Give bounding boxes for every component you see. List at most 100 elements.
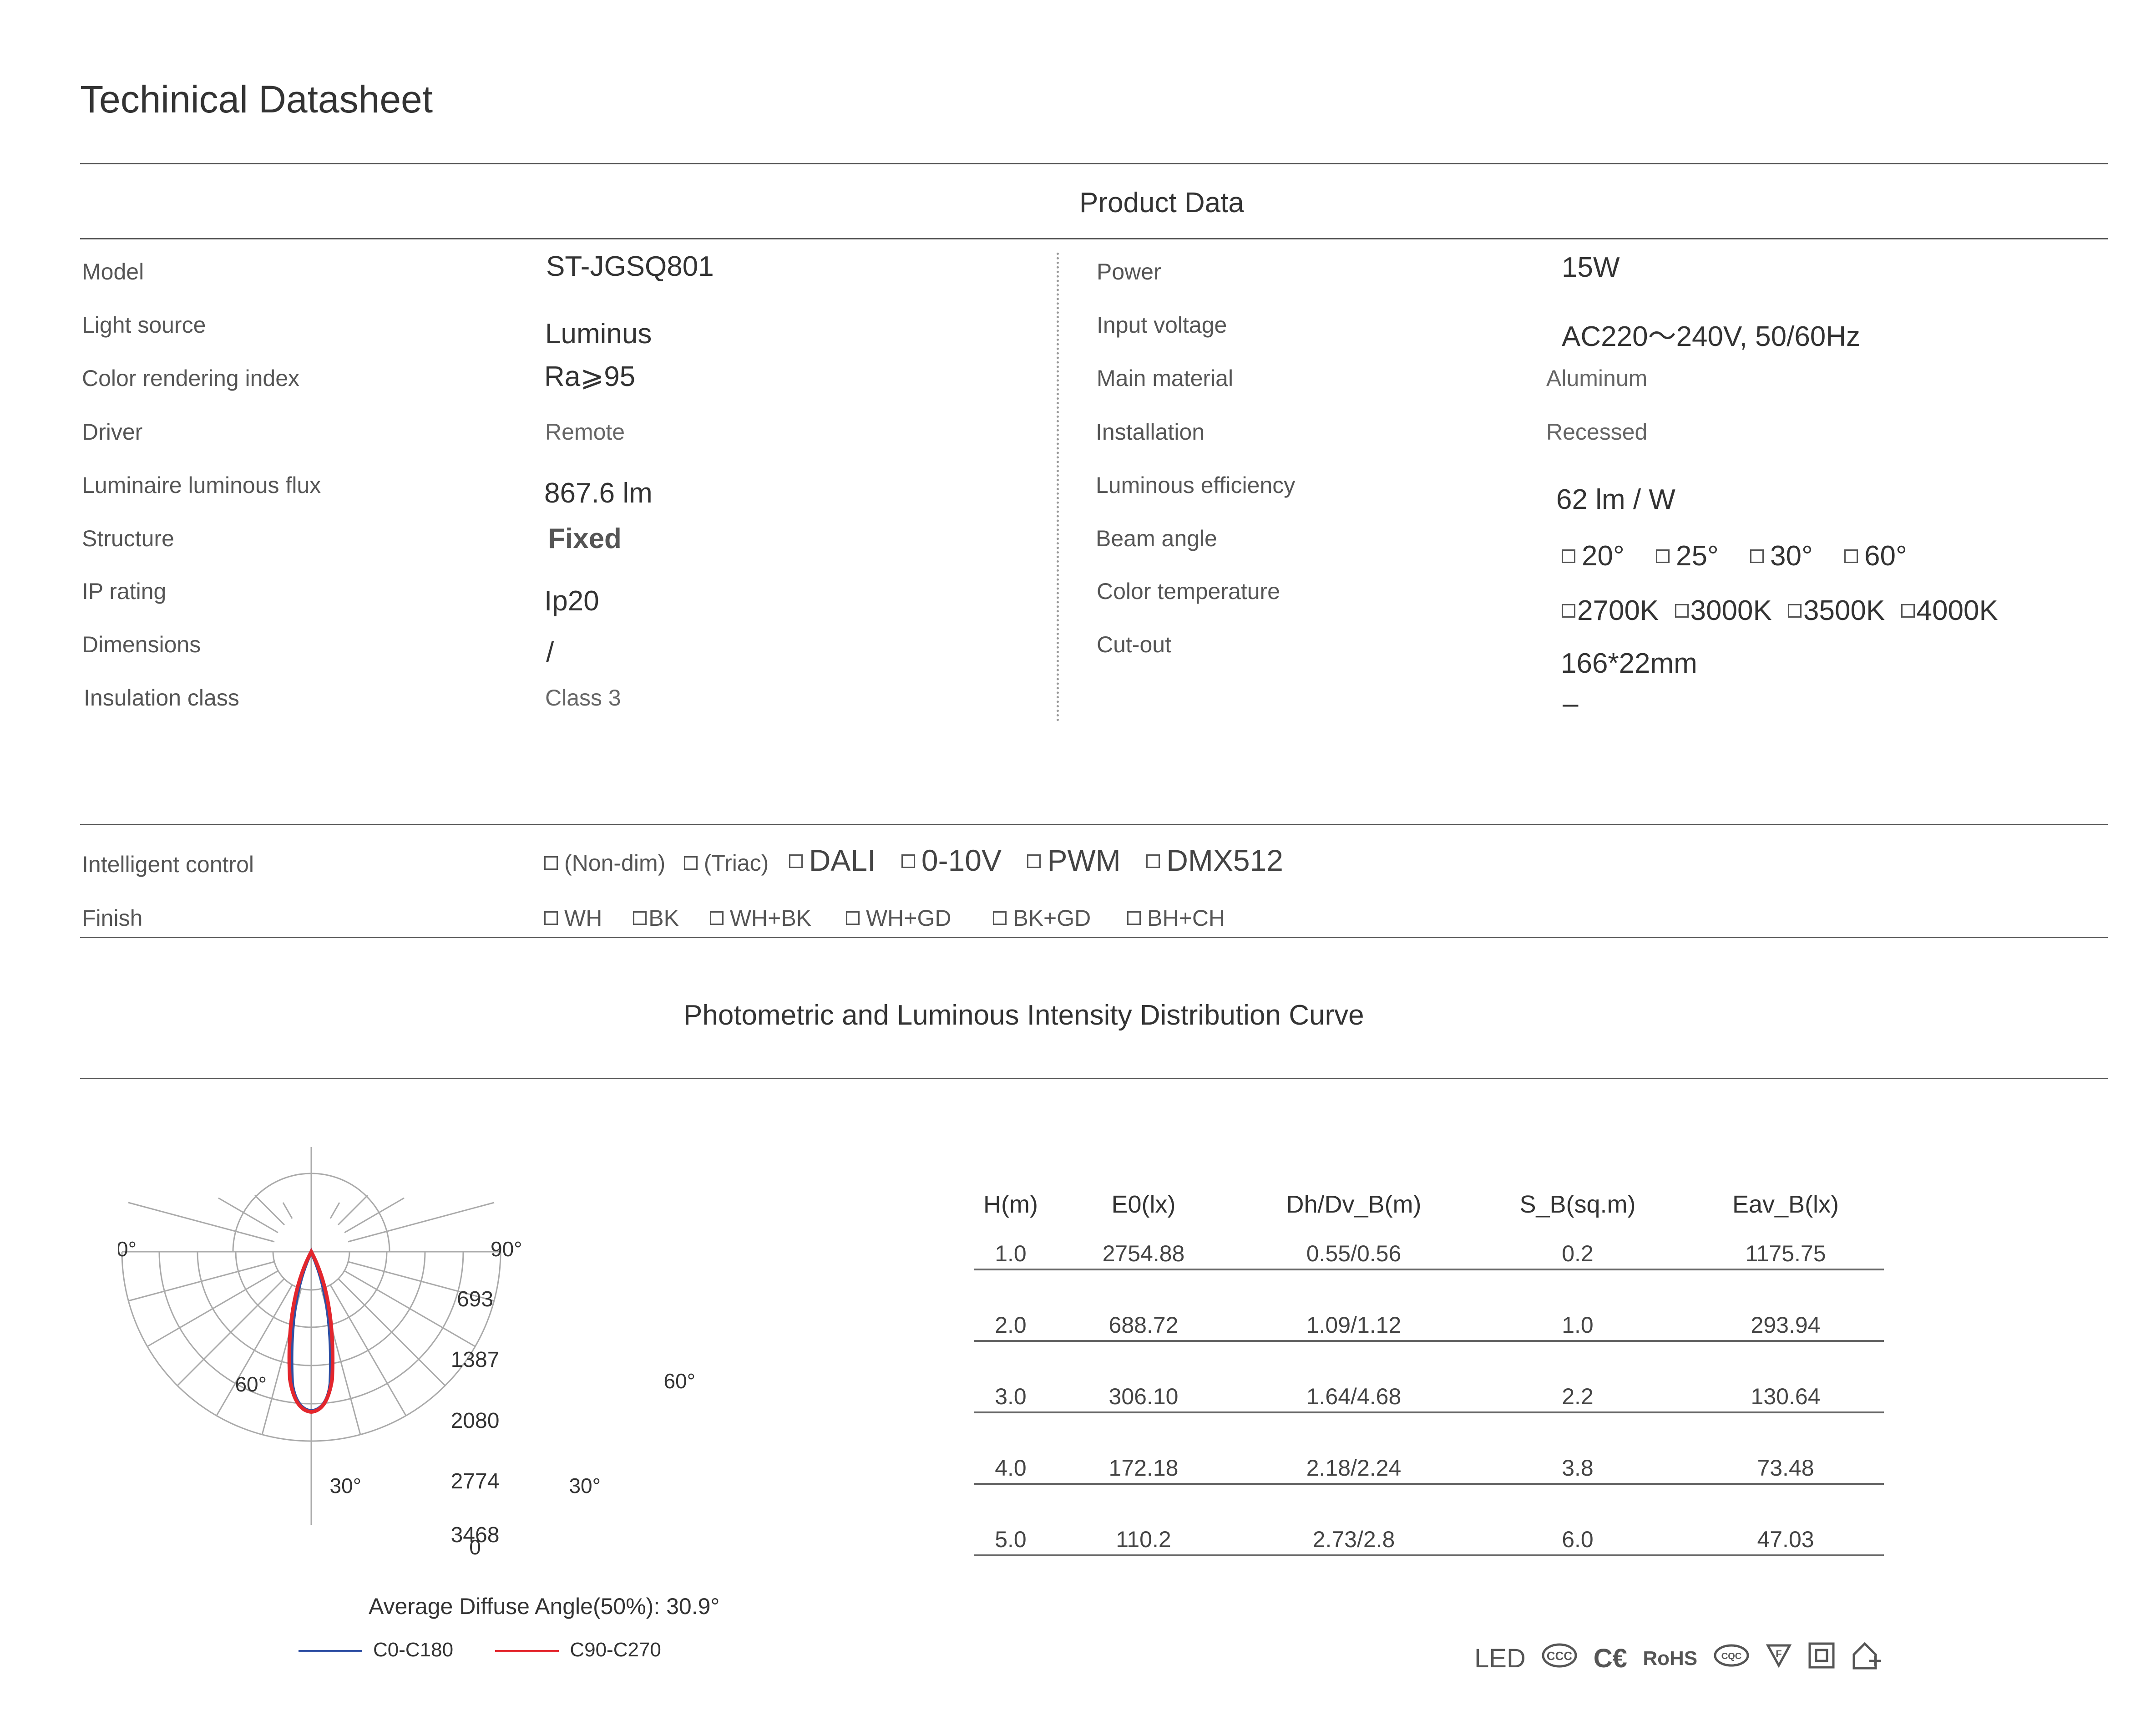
angle-label-right-60: 60° [663, 1369, 695, 1393]
checkbox-icon [901, 854, 915, 868]
beam-option[interactable]: 60° [1844, 540, 1907, 572]
checkbox-icon [683, 856, 698, 870]
cell: 2754.88 [1048, 1230, 1240, 1270]
label-intelligent-control: Intelligent control [82, 852, 254, 877]
cct-option[interactable]: 4000K [1901, 595, 1998, 626]
angle-label-right-90: 90° [491, 1237, 522, 1261]
polar-distribution-diagram: 90° 90° 60° 60° 30° 30° 0 693 1387 2080 … [118, 1147, 695, 1559]
label-insulation: Insulation class [84, 685, 239, 711]
beam-option[interactable]: 25° [1656, 540, 1719, 572]
legend-swatch [299, 1650, 362, 1652]
value-power: 15W [1562, 252, 1620, 283]
cell: 47.03 [1687, 1484, 1884, 1556]
certification-icons: LED CCC C€ RoHS CQC F [1474, 1641, 1897, 1676]
cct-option[interactable]: 3000K [1675, 595, 1772, 626]
finish-option[interactable]: BH+CH [1127, 905, 1225, 931]
finish-option[interactable]: WH [544, 905, 602, 931]
value-ip: Ip20 [544, 585, 599, 617]
finish-option[interactable]: WH+BK [709, 905, 811, 931]
control-option[interactable]: PWM [1027, 843, 1121, 877]
value-light-source: Luminus [545, 318, 652, 350]
checkbox-icon [544, 911, 558, 925]
cell: 1.64/4.68 [1240, 1341, 1468, 1413]
value-structure: Fixed [548, 523, 622, 554]
checkbox-icon [1127, 911, 1141, 925]
value-insulation: Class 3 [545, 685, 621, 711]
cell: 130.64 [1687, 1341, 1884, 1413]
control-option[interactable]: DMX512 [1146, 843, 1283, 877]
rohs-icon: RoHS [1643, 1647, 1698, 1670]
ce-icon: C€ [1593, 1644, 1627, 1673]
polar-grid [121, 1147, 501, 1525]
curve-c90-c270 [287, 1248, 335, 1414]
table-row: 1.0 2754.88 0.55/0.56 0.2 1175.75 [974, 1230, 1884, 1270]
value-material: Aluminum [1546, 366, 1648, 391]
divider [80, 824, 2108, 825]
checkbox-icon [1788, 604, 1802, 618]
label-ip: IP rating [82, 579, 167, 604]
value-voltage: AC220～240V, 50/60Hz [1562, 321, 1861, 352]
label-material: Main material [1097, 366, 1234, 391]
svg-text:CQC: CQC [1721, 1651, 1741, 1661]
checkbox-icon [1844, 549, 1858, 563]
checkbox-icon [1146, 854, 1160, 868]
control-option[interactable]: 0-10V [901, 843, 1002, 877]
legend-item-c90-c270: C90-C270 [495, 1639, 661, 1661]
divider [80, 163, 2108, 164]
beam-option[interactable]: 30° [1750, 540, 1813, 572]
svg-text:CCC: CCC [1547, 1649, 1573, 1663]
checkbox-icon [789, 854, 803, 868]
control-option[interactable]: DALI [789, 843, 876, 877]
ring-label-693: 693 [457, 1287, 493, 1311]
angle-label-zero: 0 [469, 1535, 481, 1559]
table-row: 5.0 110.2 2.73/2.8 6.0 47.03 [974, 1484, 1884, 1556]
cell: 1175.75 [1687, 1230, 1884, 1270]
value-efficiency: 62 lm / W [1556, 484, 1675, 515]
cell: 1.0 [1468, 1269, 1687, 1342]
checkbox-icon [1562, 549, 1575, 563]
angle-label-left-30: 30° [329, 1474, 361, 1498]
cell: 3.0 [974, 1341, 1048, 1413]
legend: C0-C180 C90-C270 [299, 1639, 661, 1661]
checkbox-icon [1027, 854, 1041, 868]
label-beam-angle: Beam angle [1096, 526, 1217, 551]
cct-option[interactable]: 3500K [1788, 595, 1885, 626]
header-h: H(m) [983, 1191, 1038, 1218]
finish-option[interactable]: WH+GD [845, 905, 951, 931]
value-dash: – [1563, 688, 1579, 719]
checkbox-icon [633, 911, 647, 925]
label-flux: Luminaire luminous flux [82, 472, 321, 498]
control-option[interactable]: (Non-dim) [544, 850, 665, 876]
value-cutout: 166*22mm [1561, 648, 1697, 679]
header-dh-dv: Dh/Dv_B(m) [1286, 1191, 1422, 1218]
label-driver: Driver [82, 419, 143, 445]
cell: 0.55/0.56 [1240, 1230, 1468, 1270]
color-temp-options: 2700K 3000K 3500K 4000K [1562, 594, 1998, 627]
label-dimensions: Dimensions [82, 632, 201, 657]
cell: 0.2 [1468, 1230, 1687, 1270]
double-insulation-icon [1808, 1642, 1835, 1675]
checkbox-icon [1675, 604, 1689, 618]
label-light-source: Light source [82, 312, 206, 338]
cell: 6.0 [1468, 1484, 1687, 1556]
finish-option[interactable]: BK [633, 905, 679, 931]
value-flux: 867.6 lm [544, 477, 653, 509]
page-title: Techinical Datasheet [80, 78, 433, 121]
cell: 73.48 [1687, 1412, 1884, 1485]
label-efficiency: Luminous efficiency [1096, 472, 1296, 498]
indoor-use-icon [1851, 1641, 1883, 1676]
beam-angle-options: 20° 25° 30° 60° [1562, 540, 1907, 572]
cell: 4.0 [974, 1412, 1048, 1485]
ccc-icon: CCC [1541, 1642, 1578, 1675]
cell: 1.09/1.12 [1240, 1269, 1468, 1342]
beam-option[interactable]: 20° [1562, 540, 1625, 572]
finish-option[interactable]: BK+GD [993, 905, 1091, 931]
header-eav: Eav_B(lx) [1732, 1191, 1839, 1218]
cell: 306.10 [1048, 1341, 1240, 1413]
cell: 2.18/2.24 [1240, 1412, 1468, 1485]
ring-label-3468: 3468 [451, 1523, 500, 1547]
control-option[interactable]: (Triac) [683, 850, 769, 876]
cct-option[interactable]: 2700K [1562, 595, 1659, 626]
checkbox-icon [845, 911, 860, 925]
label-structure: Structure [82, 526, 174, 551]
